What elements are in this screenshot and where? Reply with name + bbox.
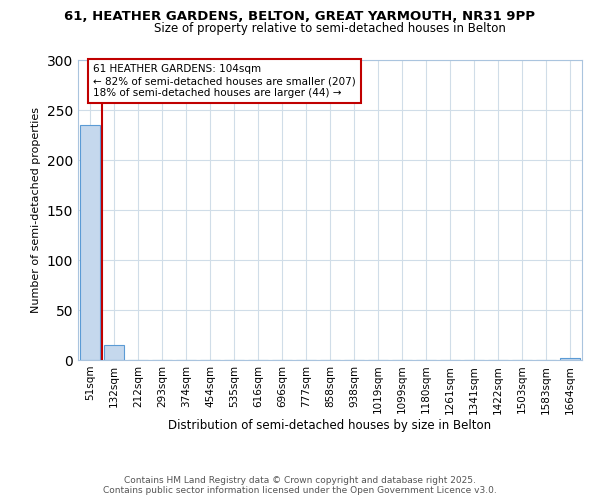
Bar bbox=[560, 358, 580, 360]
Bar bbox=[104, 345, 124, 360]
Text: 61, HEATHER GARDENS, BELTON, GREAT YARMOUTH, NR31 9PP: 61, HEATHER GARDENS, BELTON, GREAT YARMO… bbox=[65, 10, 536, 23]
Bar bbox=[80, 125, 100, 360]
Text: Contains HM Land Registry data © Crown copyright and database right 2025.
Contai: Contains HM Land Registry data © Crown c… bbox=[103, 476, 497, 495]
Y-axis label: Number of semi-detached properties: Number of semi-detached properties bbox=[31, 107, 41, 313]
X-axis label: Distribution of semi-detached houses by size in Belton: Distribution of semi-detached houses by … bbox=[169, 419, 491, 432]
Title: Size of property relative to semi-detached houses in Belton: Size of property relative to semi-detach… bbox=[154, 22, 506, 35]
Text: 61 HEATHER GARDENS: 104sqm
← 82% of semi-detached houses are smaller (207)
18% o: 61 HEATHER GARDENS: 104sqm ← 82% of semi… bbox=[93, 64, 356, 98]
